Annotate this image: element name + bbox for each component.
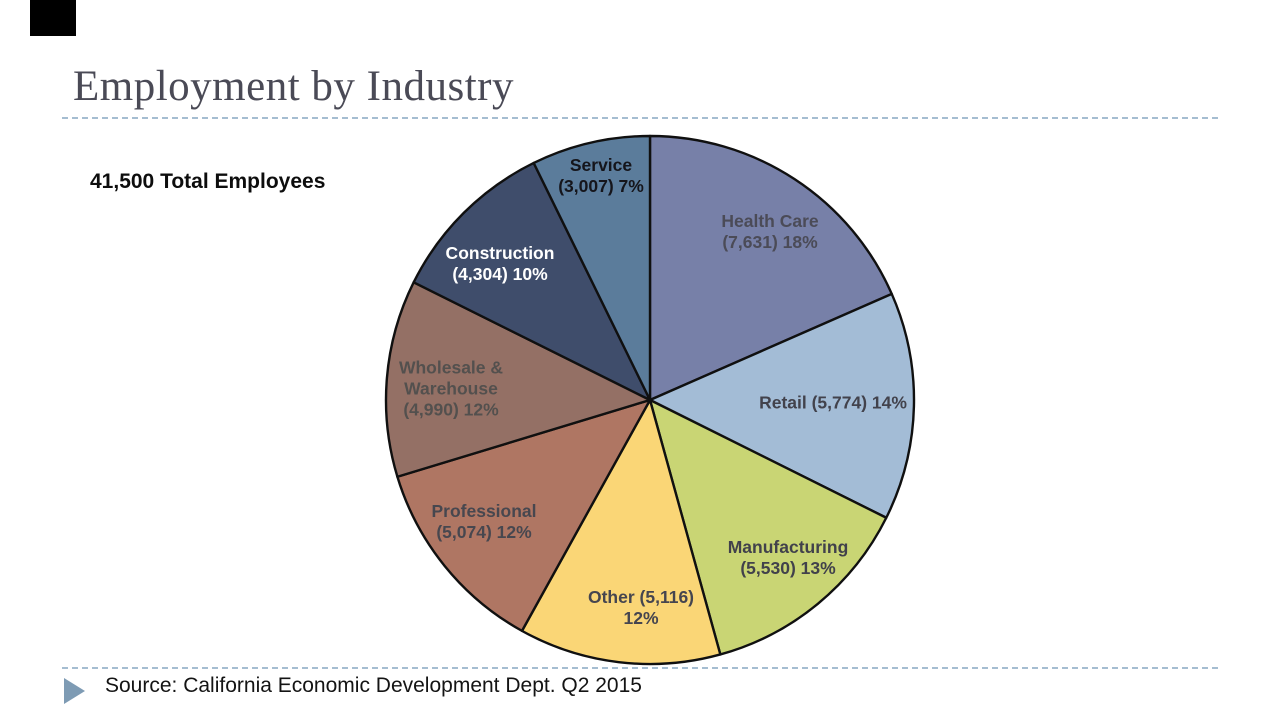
title-underline-dashed-rule <box>62 117 1218 119</box>
slice-label-line: Construction <box>445 243 555 263</box>
slide-title: Employment by Industry <box>73 63 514 110</box>
slice-label-professional: Professional (5,074) 12% <box>431 501 536 543</box>
slice-label-line: Other (5,116) <box>587 587 695 607</box>
slice-label-other: Other (5,116) 12% <box>588 587 694 629</box>
slice-label-line: Service <box>569 155 633 175</box>
slice-label-construction: Construction (4,304) 10% <box>446 243 555 285</box>
slice-label-line: (7,631) 18% <box>722 232 818 252</box>
top-left-black-mark <box>30 0 76 36</box>
slice-label-line: 12% <box>623 608 659 628</box>
slice-label-line: (5,074) 12% <box>436 522 532 542</box>
total-employees-label: 41,500 Total Employees <box>90 170 326 193</box>
slice-label-line: (4,304) 10% <box>452 264 548 284</box>
pie-slice-wholesale-warehouse <box>384 281 652 478</box>
pie-slice-manufacturing <box>648 398 888 656</box>
slice-label-manufacturing: Manufacturing (5,530) 13% <box>728 537 849 579</box>
source-citation: Source: California Economic Development … <box>105 674 642 697</box>
slice-label-service: Service (3,007) 7% <box>558 155 644 197</box>
slice-label-wholesale-warehouse: Wholesale & Warehouse (4,990) 12% <box>399 358 503 421</box>
slice-label-line: (3,007) 7% <box>558 176 644 196</box>
slice-label-health-care: Health Care (7,631) 18% <box>721 211 818 253</box>
pie-slice-health-care <box>648 134 893 402</box>
slice-label-line: Health Care <box>721 211 819 231</box>
slice-label-line: Professional <box>431 501 537 521</box>
slice-label-line: Warehouse <box>404 378 498 399</box>
pie-slice-other <box>520 398 722 666</box>
slice-label-line: (4,990) 12% <box>403 399 499 420</box>
slice-label-line: Retail (5,774) 14% <box>759 392 907 413</box>
pie-slice-service <box>532 134 652 402</box>
pie-slice-construction <box>412 161 652 402</box>
slice-label-line: (5,530) 13% <box>740 558 836 578</box>
slice-label-line: Manufacturing <box>727 537 849 557</box>
pie-slice-retail <box>648 292 916 519</box>
footer-dashed-rule <box>62 667 1218 669</box>
slice-label-line: Wholesale & <box>398 357 504 378</box>
slice-label-retail: Retail (5,774) 14% <box>759 393 907 414</box>
footer-triangle-bullet-icon <box>64 678 85 704</box>
